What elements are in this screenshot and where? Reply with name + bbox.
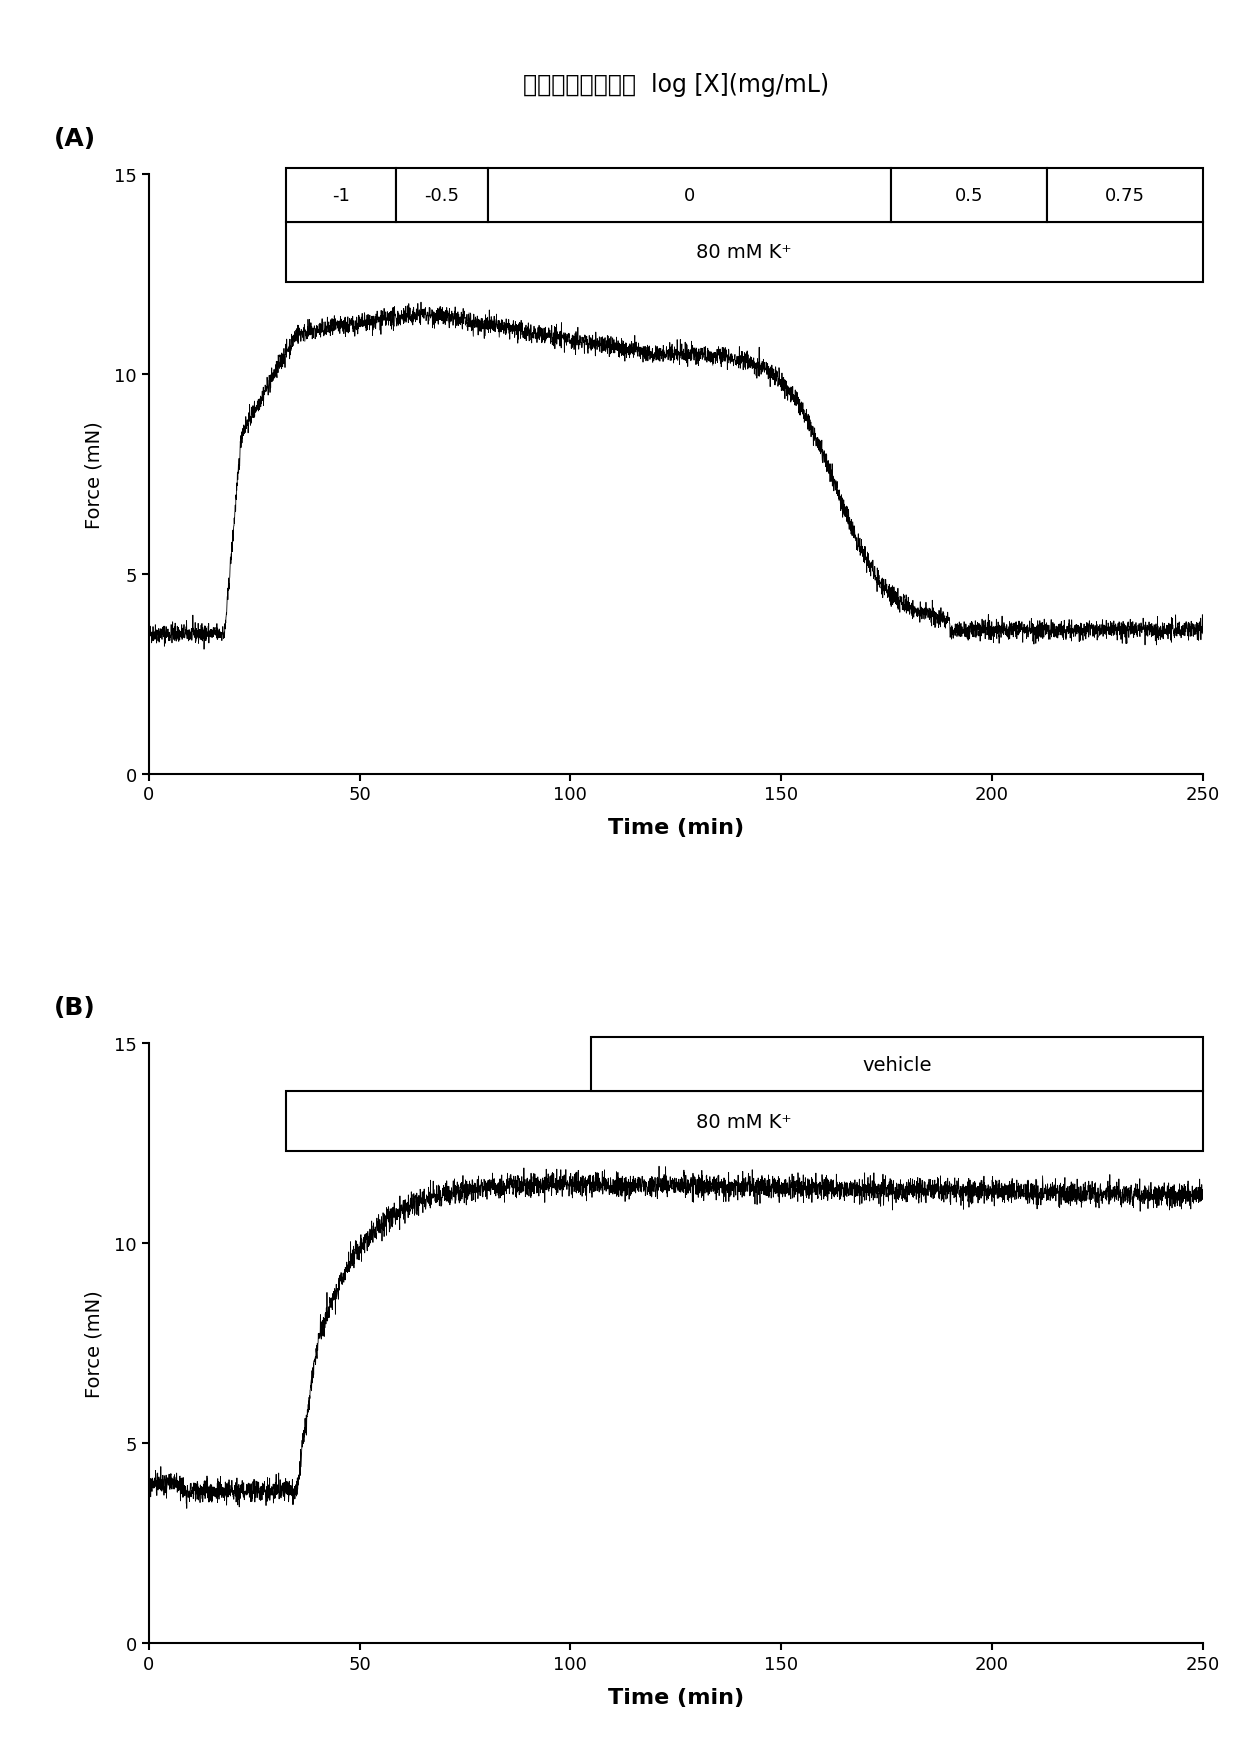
Text: 0: 0 [683,187,694,205]
Bar [285,170,396,222]
Text: -0.5: -0.5 [424,187,459,205]
Y-axis label: Force (mN): Force (mN) [84,1290,103,1397]
Text: (B): (B) [53,996,95,1019]
Text: (A): (A) [53,128,95,150]
Text: 80 mM K⁺: 80 mM K⁺ [697,243,792,262]
Text: 苦豆子乙酸乙酯部  log [X](mg/mL): 苦豆子乙酸乙酯部 log [X](mg/mL) [523,73,828,96]
Text: 0.5: 0.5 [955,187,983,205]
Bar [285,222,1203,283]
Bar [396,170,487,222]
X-axis label: Time (min): Time (min) [608,1687,744,1706]
Bar [487,170,892,222]
Bar [892,170,1047,222]
Text: 0.75: 0.75 [1105,187,1145,205]
Text: 80 mM K⁺: 80 mM K⁺ [697,1112,792,1131]
Text: vehicle: vehicle [862,1056,932,1075]
Text: -1: -1 [332,187,350,205]
X-axis label: Time (min): Time (min) [608,818,744,837]
Bar [591,1038,1203,1092]
Bar [285,1092,1203,1152]
Y-axis label: Force (mN): Force (mN) [84,421,103,528]
Bar [1047,170,1203,222]
